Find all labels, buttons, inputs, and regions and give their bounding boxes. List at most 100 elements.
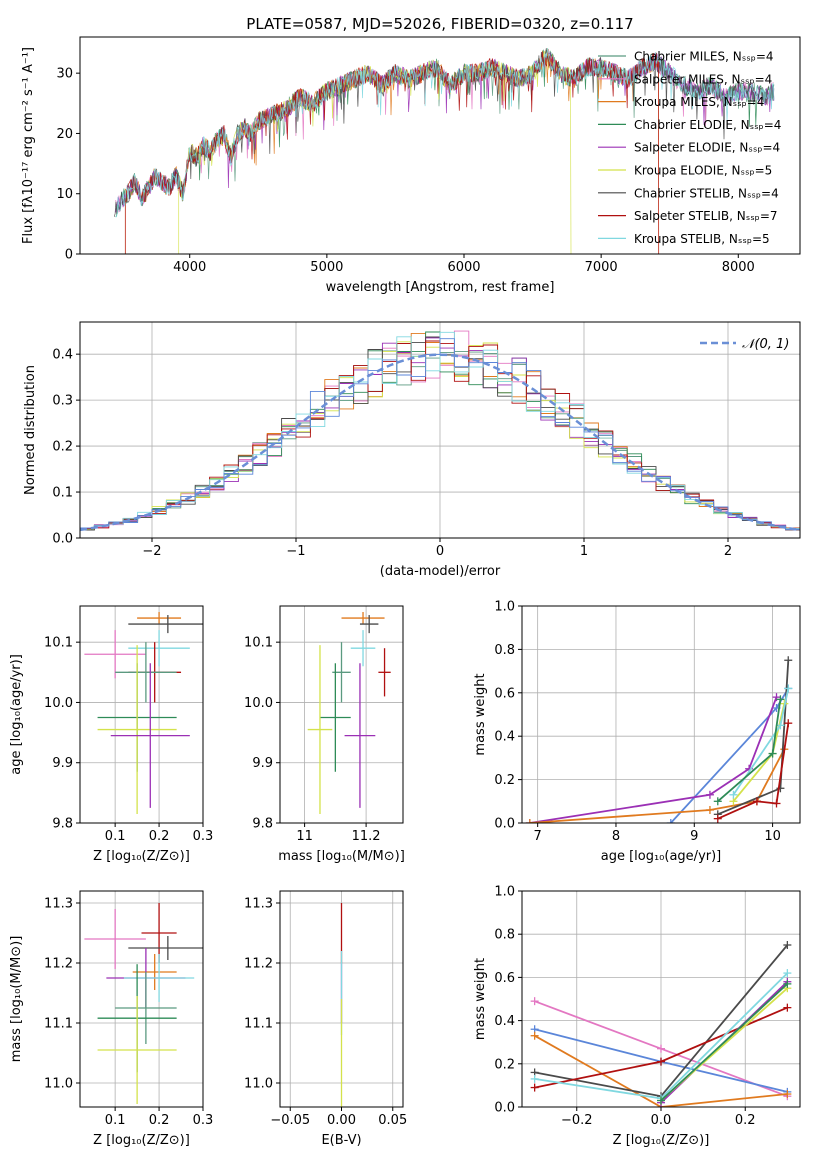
x-tick-label: 0.3 [193, 829, 214, 844]
axes: 4000 5000 6000 7000 8000 0 10 20 30 wavelength [A… [21, 36, 801, 295]
y-tick-label: 11.0 [44, 1077, 73, 1092]
plot-area [84, 903, 203, 1104]
axes: 7 8 9 10 0.0 0.2 0.4 0.6 0.8 1.0 age [log₁₀(age/yr… [473, 600, 801, 864]
spectrum-line-kroupa-stelib [115, 47, 775, 218]
x-axis-label: mass [log₁₀(M/M⊙)] [278, 849, 405, 864]
x-axis-label: Z [log₁₀(Z/Z⊙)] [93, 1133, 190, 1148]
y-tick-label: 11.1 [44, 1017, 73, 1032]
weight-vs-metallicity-panel: −0.2 0.0 0.2 0.0 0.2 0.4 0.6 0.8 1.0 Z [log₁₀(Z/Z… [473, 885, 801, 1148]
errorbar-salpeter-miles [84, 909, 146, 969]
axes: 0.1 0.2 0.3 11.0 11.1 11.2 11.3 Z [log₁₀(Z/Z⊙)]… [9, 890, 214, 1148]
x-axis-label: Z [log₁₀(Z/Z⊙)] [613, 1133, 710, 1148]
errorbar-salpeter-stelib [141, 903, 177, 963]
y-tick-label: 0.0 [494, 817, 515, 832]
x-tick-label: 0.0 [651, 1113, 672, 1128]
plot-area [525, 656, 793, 823]
y-tick-label: 10.1 [44, 636, 73, 651]
legend-label: Kroupa STELIB, Nₛₛₚ=5 [634, 232, 770, 246]
weight-series-salpeter-stelib [713, 719, 793, 823]
y-tick-label: 9.9 [252, 756, 273, 771]
x-axis-label: E(B-V) [321, 1133, 361, 1148]
errorbar-chabrier-stelib [128, 936, 203, 960]
grid [80, 606, 204, 824]
y-tick-label: 0.2 [52, 440, 73, 455]
y-axis-label: Normed distribution [23, 365, 38, 495]
errorbar-kroupa-elodie [97, 996, 177, 1104]
y-tick-label: 0 [65, 248, 73, 263]
x-tick-label: 0.3 [193, 1113, 214, 1128]
y-tick-label: 0.8 [494, 643, 515, 658]
x-tick-label: 0.05 [378, 1113, 407, 1128]
y-tick-label: 0.4 [52, 348, 73, 363]
chart-title: PLATE=0587, MJD=52026, FIBERID=0320, z=0… [246, 15, 633, 33]
plot-area [80, 330, 800, 532]
errorbar-kroupa-miles [132, 954, 177, 990]
x-tick-label: 4000 [173, 260, 206, 275]
y-axis-label: Flux [fλ10⁻¹⁷ erg cm⁻² s⁻¹ A⁻¹] [21, 47, 36, 244]
y-tick-label: 0.2 [494, 773, 515, 788]
y-tick-label: 30 [56, 67, 73, 82]
y-tick-label: 1.0 [494, 885, 515, 900]
errorbar-kroupa-stelib [128, 630, 190, 667]
y-tick-label: 0.4 [494, 1014, 515, 1029]
x-axis-label: Z [log₁₀(Z/Z⊙)] [93, 849, 190, 864]
axes: 0.1 0.2 0.3 9.8 9.9 10.0 10.1 Z [log₁₀(Z/Z⊙)] ag… [9, 605, 214, 864]
errorbar-chabrier-miles [115, 972, 177, 1044]
y-tick-label: 0.0 [52, 532, 73, 547]
mass-vs-ebv-panel: −0.05 0.00 0.05 11.0 11.1 11.2 11.3 E(B-V) [244, 890, 407, 1148]
y-tick-label: 11.3 [244, 897, 273, 912]
legend-label: Chabrier ELODIE, Nₛₛₚ=4 [634, 118, 781, 132]
x-tick-label: 11 [296, 829, 313, 844]
x-tick-label: 0.00 [327, 1113, 356, 1128]
legend-label: Salpeter ELODIE, Nₛₛₚ=4 [634, 141, 780, 155]
normal-curve [80, 353, 800, 532]
x-tick-label: 9 [690, 829, 698, 844]
legend-label: Kroupa ELODIE, Nₛₛₚ=5 [634, 164, 772, 178]
y-axis-label: mass weight [473, 673, 488, 755]
x-tick-label: 0.1 [105, 1113, 126, 1128]
plot-area [307, 612, 391, 814]
residuals-panel: −2 −1 0 1 2 0.0 0.1 0.2 0.3 0.4 (data-model)/error… [23, 321, 801, 579]
y-tick-label: 11.1 [244, 1017, 273, 1032]
plot-area [84, 612, 203, 814]
errorbar-salpeter-elodie [110, 663, 190, 808]
x-tick-label: 1 [580, 544, 588, 559]
x-tick-label: 8 [612, 829, 620, 844]
x-tick-label: 7 [534, 829, 542, 844]
errorbar-salpeter-elodie [344, 663, 376, 808]
grid [80, 891, 204, 1107]
x-tick-label: 6000 [447, 260, 480, 275]
x-tick-label: 5000 [310, 260, 343, 275]
age-vs-metallicity-panel: 0.1 0.2 0.3 9.8 9.9 10.0 10.1 Z [log₁₀(Z/Z⊙)] ag… [9, 605, 214, 864]
grid [522, 890, 800, 1108]
y-tick-label: 11.2 [244, 957, 273, 972]
weight-vs-age-panel: 7 8 9 10 0.0 0.2 0.4 0.6 0.8 1.0 age [log₁₀(age/yr… [473, 600, 801, 864]
legend-label: Salpeter STELIB, Nₛₛₚ=7 [634, 209, 778, 223]
errorbar-kroupa-miles [137, 612, 182, 625]
y-tick-label: 10.1 [244, 636, 273, 651]
weight-series-kroupa-stelib [729, 684, 793, 799]
x-tick-label: 2 [724, 544, 732, 559]
axes: −0.05 0.00 0.05 11.0 11.1 11.2 11.3 E(B-V) [244, 890, 407, 1148]
legend: Chabrier MILES, Nₛₛₚ=4 Salpeter MILES, Nₛ… [598, 50, 781, 246]
x-tick-label: −0.05 [270, 1113, 310, 1128]
axes: −2 −1 0 1 2 0.0 0.1 0.2 0.3 0.4 (data-model)/error… [23, 321, 801, 579]
legend-label: 𝒩(0, 1) [742, 337, 789, 352]
errorbar-kroupa-stelib [350, 630, 376, 667]
x-axis-label: age [log₁₀(age/yr)] [601, 849, 722, 864]
plot-area [530, 941, 792, 1107]
legend-label: Chabrier STELIB, Nₛₛₚ=4 [634, 186, 779, 200]
x-tick-label: −2 [142, 544, 161, 559]
errorbar-salpeter-stelib [378, 648, 391, 697]
y-axis-label: mass [log₁₀(M/M⊙)] [9, 936, 24, 1063]
weight-series-chabrier-elodie [657, 979, 792, 1105]
y-tick-label: 11.2 [44, 957, 73, 972]
errorbar-chabrier-elodie [319, 663, 351, 772]
y-tick-label: 9.8 [252, 817, 273, 832]
errorbar-chabrier-miles [115, 642, 177, 703]
errorbar-chabrier-stelib [128, 615, 203, 634]
y-tick-label: 0.6 [494, 686, 515, 701]
y-tick-label: 0.0 [494, 1101, 515, 1116]
y-tick-label: 0.4 [494, 730, 515, 745]
